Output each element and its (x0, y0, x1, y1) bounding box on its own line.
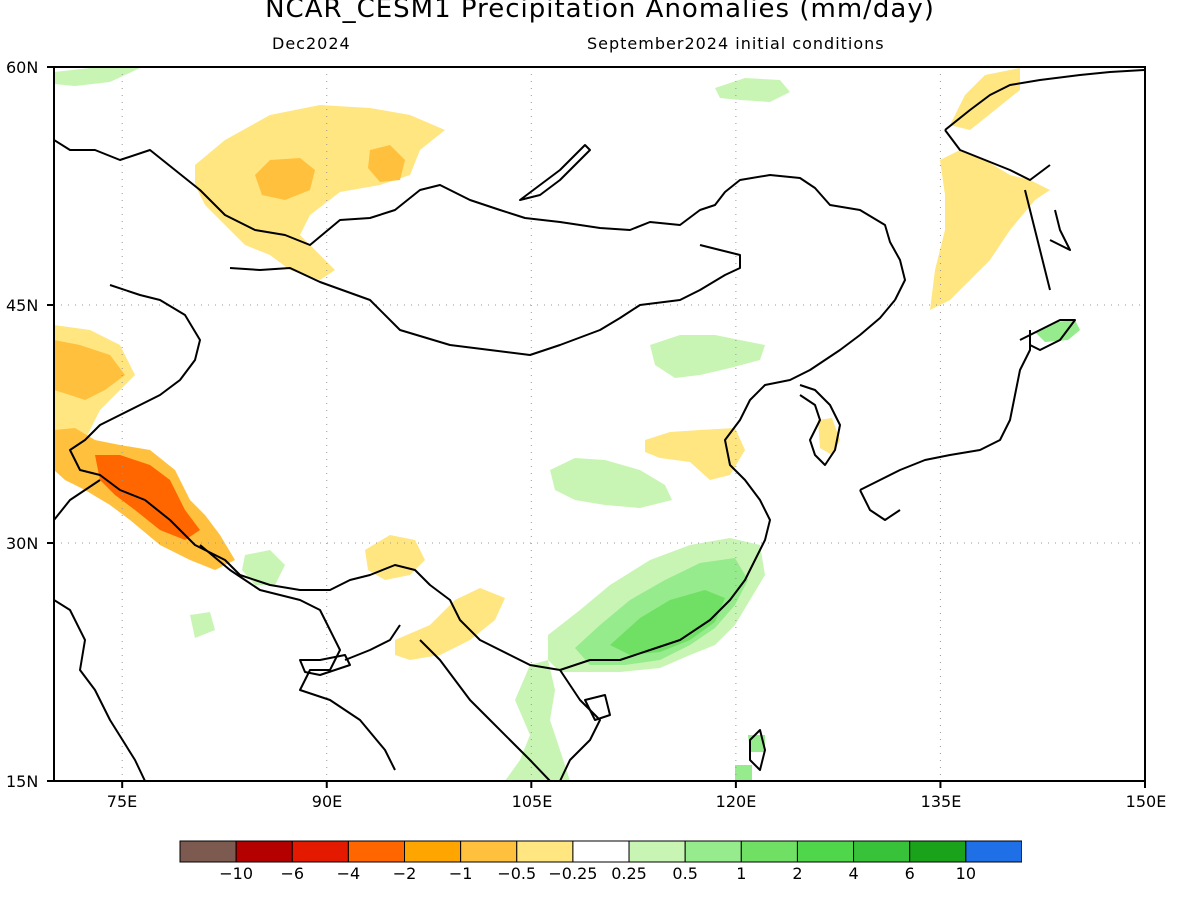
colorbar-swatch-9 (684, 840, 742, 863)
colorbar-swatch-6 (516, 840, 574, 863)
colorbar-swatch-0 (179, 840, 237, 863)
colorbar-swatch-1 (235, 840, 293, 863)
colorbar-label-10: 2 (792, 864, 803, 883)
colorbar-label-0: −10 (219, 864, 254, 883)
colorbar-label-11: 4 (848, 864, 859, 883)
valid-month-label: Dec2024 (272, 34, 351, 53)
colorbar-label-5: −0.5 (497, 864, 537, 883)
anomaly-region-north-china-dry (645, 428, 745, 480)
anomaly-region-hokkaido-wet (735, 320, 1080, 781)
colorbar-label-9: 1 (736, 864, 747, 883)
colorbar-label-3: −2 (392, 864, 417, 883)
colorbar-swatch-5 (460, 840, 518, 863)
axis-ticks (47, 66, 1146, 788)
lat-tick-15n: 15N (6, 772, 39, 791)
colorbar-label-4: −1 (448, 864, 473, 883)
hainan (584, 694, 611, 721)
colorbar-swatch-4 (404, 840, 462, 863)
borders-west (54, 139, 906, 301)
anomaly-region-inner-mongolia-wet (54, 68, 790, 378)
lat-tick-60n: 60N (6, 58, 39, 77)
anomaly-region-indochina-wet (190, 550, 570, 781)
lon-tick-135e: 135E (920, 792, 962, 811)
colorbar-label-7: 0.25 (611, 864, 647, 883)
colorbar-label-2: −4 (336, 864, 361, 883)
okhotsk-coast (944, 69, 1145, 251)
colorbar-label-12: 6 (904, 864, 915, 883)
colorbar-swatch-8 (628, 840, 686, 863)
colorbar-swatch-7 (572, 840, 630, 863)
lon-tick-150e: 150E (1125, 792, 1167, 811)
lon-tick-120e: 120E (715, 792, 757, 811)
anomaly-region-south-china-wet-core (610, 590, 725, 655)
lon-tick-105e: 105E (511, 792, 553, 811)
colorbar-label-6: −0.25 (548, 864, 598, 883)
colorbar-swatch-2 (291, 840, 349, 863)
anomaly-region-korea-dry (818, 418, 840, 455)
anomaly-region-pamir-dry (54, 340, 125, 400)
lat-tick-45n: 45N (6, 296, 39, 315)
anomaly-region-himalaya-dry-core (95, 455, 200, 540)
map-frame (53, 66, 1146, 782)
colorbar-swatch-3 (347, 840, 406, 863)
anomaly-region-sichuan-wet (550, 458, 672, 508)
india-border (54, 479, 401, 781)
lon-tick-75e: 75E (106, 792, 138, 811)
bay-of-bengal-coast (299, 654, 351, 676)
anomaly-fills (54, 68, 1080, 781)
anomaly-region-west-siberia-dry-core (255, 145, 405, 200)
colorbar-swatch-13 (909, 840, 967, 863)
baikal (519, 144, 591, 201)
colorbar-label-13: 10 (955, 864, 976, 883)
anomaly-region-kamchatka-okhotsk-dry (930, 68, 1050, 310)
colorbar-label-8: 0.5 (672, 864, 698, 883)
colorbar-swatch-14 (965, 840, 1022, 863)
japan (859, 319, 1076, 521)
korea (799, 384, 841, 466)
colorbar-swatch-12 (853, 840, 911, 863)
china-west-border (69, 284, 896, 671)
coastlines (54, 69, 1145, 781)
lon-tick-90e: 90E (311, 792, 343, 811)
colorbar-swatch-11 (796, 840, 855, 863)
colorbar-swatch-10 (740, 840, 798, 863)
colorbar (179, 840, 1022, 863)
taiwan (749, 729, 766, 771)
sakhalin (1024, 189, 1051, 291)
init-conditions-label: September2024 initial conditions (587, 34, 885, 53)
indochina (419, 639, 601, 781)
anomaly-region-west-siberia-dry (195, 105, 445, 280)
lat-tick-30n: 30N (6, 534, 39, 553)
mongolia-border (229, 244, 741, 356)
map-title: NCAR_CESM1 Precipitation Anomalies (mm/d… (265, 0, 935, 24)
colorbar-label-1: −6 (280, 864, 305, 883)
